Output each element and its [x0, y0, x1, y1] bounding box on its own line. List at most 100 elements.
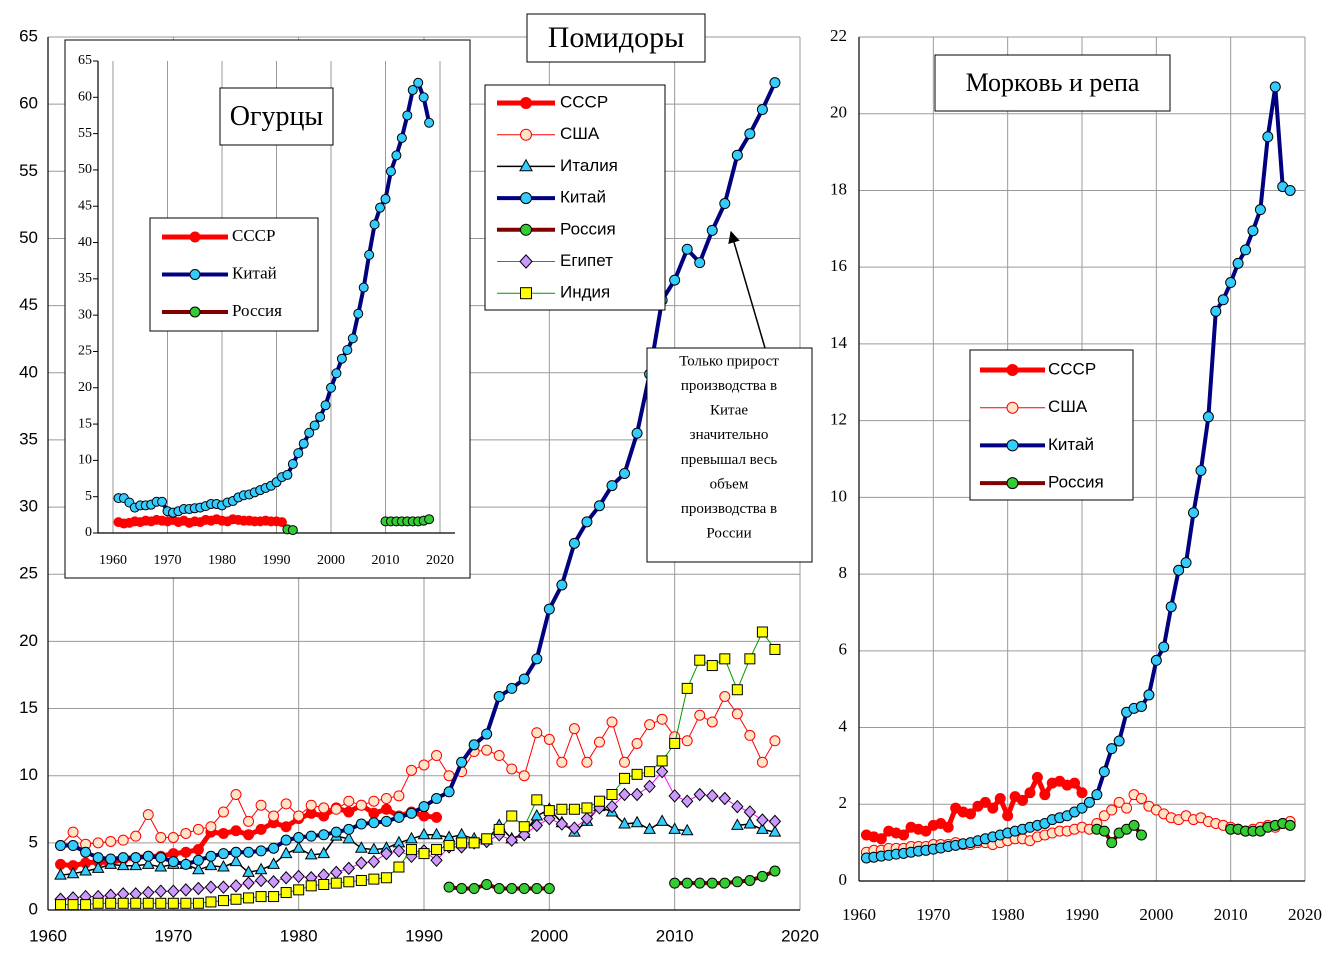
- marker: [141, 857, 155, 869]
- marker: [180, 846, 192, 858]
- marker: [644, 719, 656, 731]
- marker: [505, 833, 518, 847]
- marker: [543, 883, 555, 895]
- marker: [655, 764, 669, 779]
- marker: [417, 827, 431, 840]
- marker: [192, 862, 205, 875]
- marker: [192, 897, 204, 909]
- marker: [79, 864, 92, 876]
- legend-marker: [189, 306, 201, 318]
- marker: [656, 755, 668, 767]
- marker: [330, 826, 342, 838]
- y-tick-label: 45: [19, 295, 38, 314]
- x-tick-label: 1980: [280, 926, 318, 945]
- marker: [756, 756, 768, 768]
- marker: [706, 877, 718, 889]
- marker: [368, 873, 380, 885]
- title-box: [219, 87, 334, 146]
- marker: [630, 787, 644, 802]
- marker: [656, 713, 668, 725]
- marker: [355, 856, 368, 870]
- marker: [330, 877, 342, 889]
- marker: [254, 873, 268, 888]
- marker: [1113, 796, 1125, 808]
- marker: [1284, 819, 1296, 831]
- marker: [413, 77, 424, 88]
- marker: [92, 837, 104, 849]
- marker: [681, 682, 693, 694]
- marker: [418, 759, 430, 771]
- marker: [1031, 771, 1043, 783]
- marker: [242, 865, 255, 877]
- marker: [380, 815, 392, 827]
- marker: [280, 798, 292, 810]
- y-tick-label: 10: [19, 765, 38, 784]
- marker: [431, 844, 443, 856]
- marker: [342, 345, 353, 356]
- marker: [424, 514, 435, 525]
- y-tick-label: 65: [78, 53, 92, 68]
- marker: [192, 881, 205, 896]
- marker: [368, 817, 380, 829]
- marker: [631, 427, 643, 439]
- legend-marker: [1006, 401, 1019, 414]
- marker: [731, 876, 743, 888]
- marker: [756, 813, 769, 827]
- marker: [731, 799, 744, 814]
- marker: [353, 308, 364, 319]
- marker: [424, 117, 435, 128]
- marker: [530, 818, 543, 833]
- marker: [276, 517, 287, 528]
- marker: [292, 869, 305, 884]
- marker: [385, 166, 396, 177]
- marker: [129, 858, 143, 871]
- chart-title: Морковь и репа: [966, 68, 1140, 97]
- marker: [318, 802, 330, 814]
- marker: [230, 788, 242, 800]
- legend-label: Египет: [560, 251, 613, 270]
- marker: [719, 198, 731, 210]
- marker: [556, 756, 568, 768]
- marker: [380, 803, 392, 815]
- x-tick-label: 1970: [916, 905, 950, 924]
- marker: [1106, 837, 1118, 849]
- x-tick-label: 2010: [656, 926, 694, 945]
- marker: [769, 865, 781, 877]
- marker: [431, 750, 443, 762]
- marker: [105, 897, 117, 909]
- chart-title: Огурцы: [230, 101, 324, 132]
- marker: [481, 833, 493, 845]
- marker: [369, 219, 380, 230]
- marker: [54, 868, 67, 880]
- marker: [305, 830, 317, 842]
- legend-marker: [1006, 364, 1019, 376]
- legend-marker: [520, 287, 532, 300]
- annotation-text: России: [706, 526, 751, 542]
- x-tick-label: 1960: [99, 553, 127, 568]
- y-tick-label: 15: [78, 416, 92, 431]
- marker: [618, 787, 631, 802]
- marker: [368, 795, 380, 807]
- marker: [393, 861, 405, 873]
- marker: [67, 899, 79, 911]
- marker: [393, 790, 405, 802]
- marker: [282, 469, 293, 480]
- annotation-text: объем: [710, 476, 749, 492]
- y-tick-label: 5: [29, 832, 38, 851]
- marker: [67, 840, 79, 852]
- y-tick-label: 15: [19, 698, 38, 717]
- marker: [55, 899, 67, 911]
- marker: [142, 897, 154, 909]
- marker: [217, 806, 229, 818]
- marker: [1210, 305, 1222, 317]
- marker: [506, 883, 518, 895]
- marker: [430, 827, 443, 840]
- marker: [267, 875, 280, 889]
- marker: [730, 818, 744, 830]
- marker: [706, 789, 719, 803]
- marker: [556, 579, 568, 591]
- legend-marker: [1006, 439, 1019, 452]
- legend-marker: [519, 158, 533, 172]
- marker: [380, 872, 392, 884]
- marker: [581, 756, 593, 768]
